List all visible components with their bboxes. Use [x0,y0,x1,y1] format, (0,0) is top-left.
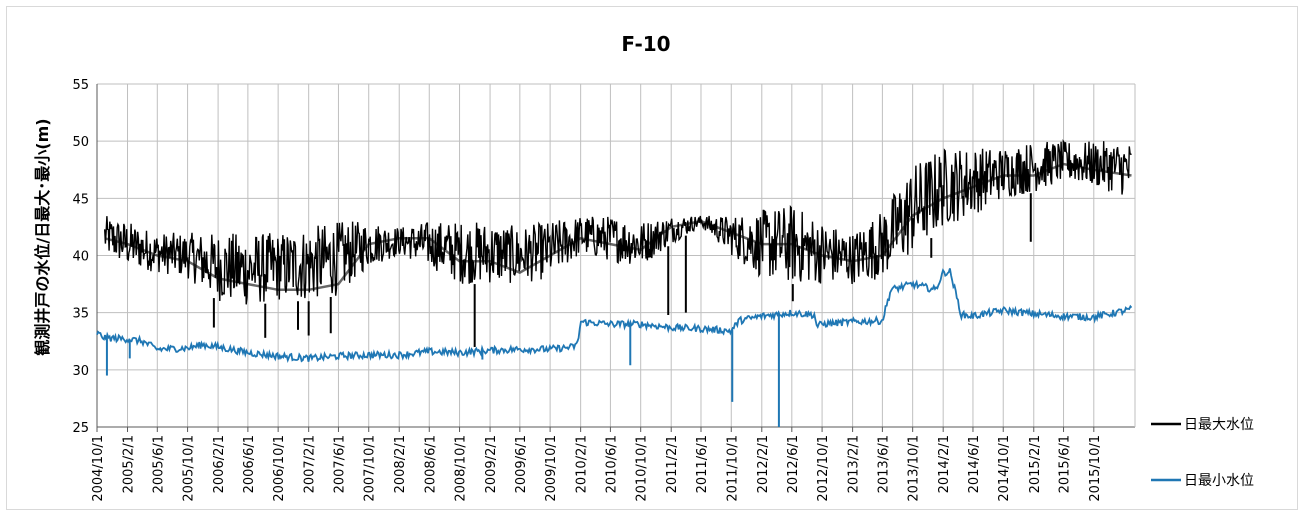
x-tick-label: 2013/2/1 [847,435,862,493]
x-tick-label: 2011/2/1 [665,435,680,493]
series-max-line [104,138,1132,305]
series-max-trend [104,162,1132,292]
x-tick-label: 2014/2/1 [937,435,952,493]
x-tick-label: 2005/10/1 [182,435,197,502]
x-tick-label: 2010/6/1 [604,435,619,493]
x-tick-label: 2010/2/1 [575,435,590,493]
x-tick-label: 2015/2/1 [1028,435,1043,493]
x-tick-label: 2015/10/1 [1088,435,1103,502]
x-tick-label: 2007/2/1 [303,435,318,493]
chart-frame: 25 30 35 40 45 50 55 2004/10/1 2005/2/1 2005/6/1 2… [6,6,1298,510]
x-tick-label: 2006/2/1 [212,435,227,493]
series-min-line [96,268,1133,364]
x-tick-label: 2008/2/1 [393,435,408,493]
x-tick-label: 2008/10/1 [454,435,469,502]
series-layer [96,138,1133,427]
x-tick-label: 2014/10/1 [997,435,1012,502]
x-tick-label: 2009/2/1 [484,435,499,493]
chart-svg: 25 30 35 40 45 50 55 2004/10/1 2005/2/1 2005/6/1 2… [33,32,1254,502]
x-tick-label: 2004/10/1 [91,435,106,502]
x-tick-label: 2012/10/1 [816,435,831,502]
x-tick-label: 2013/6/1 [876,435,891,493]
x-tick-label: 2012/6/1 [786,435,801,493]
x-tick-label: 2006/6/1 [242,435,257,493]
x-tick-label: 2013/10/1 [907,435,922,502]
legend-label-min: 日最小水位 [1184,473,1254,489]
y-tick-label: 35 [72,307,89,322]
x-tick-label: 2014/6/1 [967,435,982,493]
x-tick-label: 2012/2/1 [756,435,771,493]
x-tick-label: 2010/10/1 [635,435,650,502]
y-axis-label: 観測井戸の水位/日最大･最小(m) [33,118,52,355]
x-tick-label: 2009/10/1 [544,435,559,502]
y-tick-label: 55 [72,78,89,93]
grid-layer [96,83,1135,428]
legend-label-max: 日最大水位 [1184,417,1254,433]
x-tick-label: 2009/6/1 [514,435,529,493]
x-tick-label: 2007/10/1 [363,435,378,502]
axis-layer: 25 30 35 40 45 50 55 2004/10/1 2005/2/1 2005/6/1 2… [72,78,1136,502]
y-tick-label: 25 [72,421,89,436]
x-tick-label: 2015/6/1 [1058,435,1073,493]
x-tick-label: 2011/6/1 [695,435,710,493]
x-tick-label: 2005/6/1 [151,435,166,493]
y-tick-label: 40 [72,250,89,265]
x-tick-label: 2006/10/1 [272,435,287,502]
chart-title: F-10 [621,32,670,56]
x-tick-label: 2005/2/1 [122,435,137,493]
y-tick-label: 45 [72,192,89,207]
legend: 日最大水位 日最小水位 [1151,417,1254,489]
x-tick-label: 2007/6/1 [332,435,347,493]
x-tick-label: 2011/10/1 [725,435,740,502]
x-tick-label: 2008/6/1 [423,435,438,493]
y-tick-label: 30 [72,364,89,379]
y-tick-label: 50 [72,135,89,150]
